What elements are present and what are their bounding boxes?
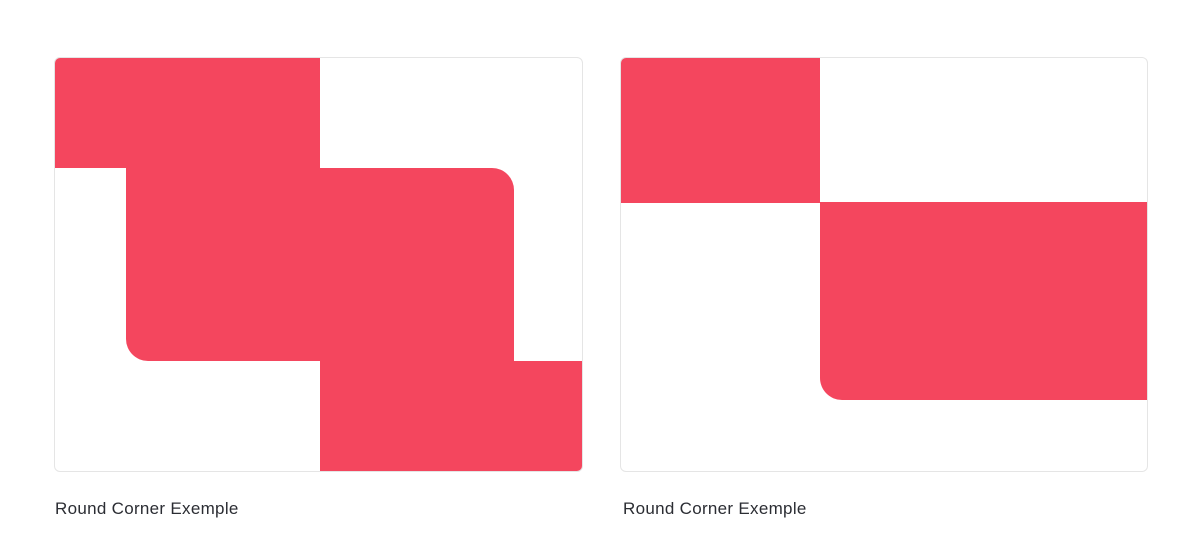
example-card-1 (54, 57, 583, 472)
red-block-center-left (126, 58, 320, 361)
card-1-caption: Round Corner Exemple (55, 499, 239, 518)
red-block-bottom-right (820, 202, 1147, 400)
example-card-2 (620, 57, 1148, 472)
red-block-bottom-right (320, 361, 582, 471)
red-block-top-left (621, 58, 820, 203)
card-2-caption: Round Corner Exemple (623, 499, 807, 518)
